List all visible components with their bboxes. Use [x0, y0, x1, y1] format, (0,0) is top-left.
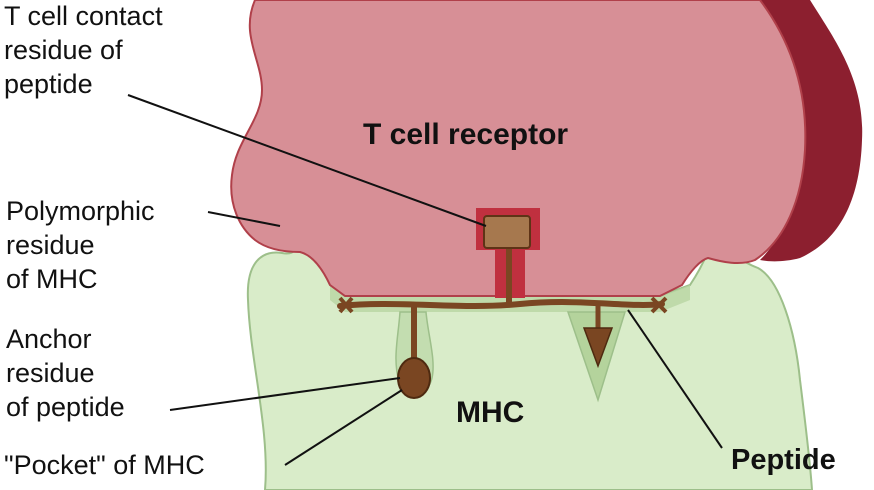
anchor-residue — [397, 357, 431, 399]
tcr-label: T cell receptor — [363, 118, 569, 151]
mhc-label: MHC — [456, 396, 525, 429]
anchor-line-1: Anchor — [6, 324, 92, 354]
peptide-label: Peptide — [731, 444, 836, 476]
pocket-residue — [582, 327, 614, 369]
peptide-backbone — [337, 299, 665, 309]
tcell-contact-line-1: T cell contact — [4, 1, 163, 31]
polymorphic-line-1: Polymorphic — [6, 196, 155, 226]
tcr-contact-residue — [483, 215, 531, 249]
pocket-label: "Pocket" of MHC — [4, 450, 205, 480]
peptide-end-left — [338, 296, 354, 314]
tcell-contact-line-2: residue of — [4, 35, 123, 65]
anchor-line-3: of peptide — [6, 392, 125, 422]
leader-polymorphic — [207, 211, 281, 227]
leader-pocket — [284, 389, 403, 466]
tcell-contact-line-3: peptide — [4, 69, 93, 99]
leader-anchor — [169, 377, 401, 411]
leader-peptide — [627, 309, 723, 449]
polymorphic-line-3: of MHC — [6, 264, 98, 294]
polymorphic-line-2: residue — [6, 230, 95, 260]
anchor-line-2: residue — [6, 358, 95, 388]
peptide-end-right — [650, 296, 668, 314]
leader-tcell-contact — [127, 94, 487, 227]
tcr-body — [230, 0, 807, 297]
